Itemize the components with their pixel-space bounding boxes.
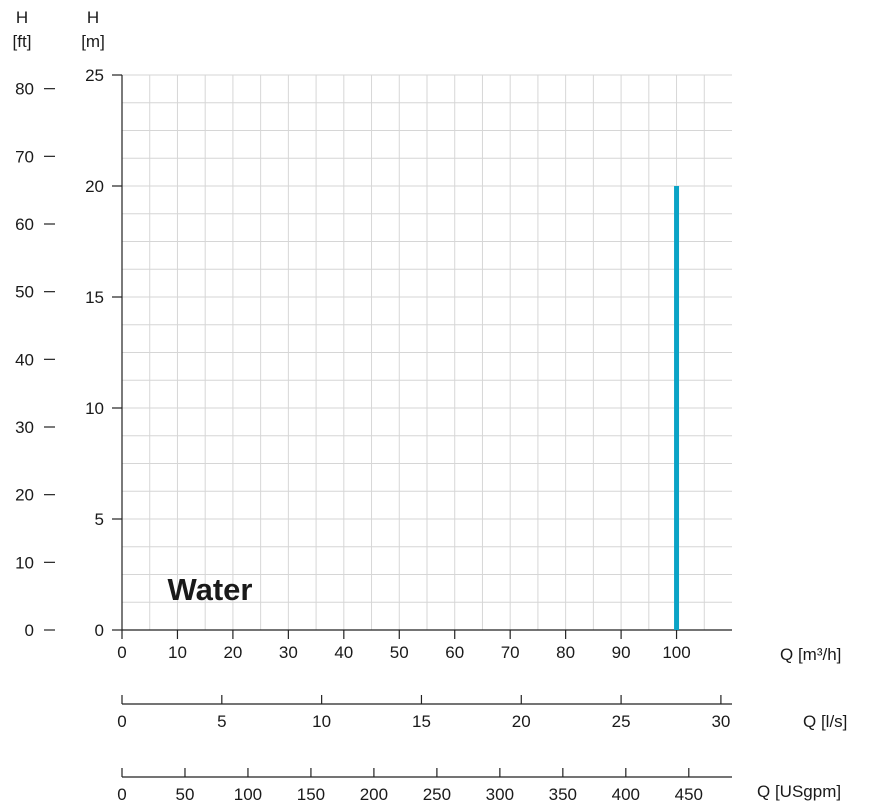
y-ft-tick-label: 50 [15, 283, 34, 302]
y-m-tick-label: 10 [85, 399, 104, 418]
y-ft-tick-label: 40 [15, 350, 34, 369]
x-ls-tick-label: 15 [412, 712, 431, 731]
x-m3h-tick-label: 100 [662, 643, 690, 662]
x-usgpm-tick-label: 400 [612, 785, 640, 803]
grid [122, 74, 732, 630]
x-m3h-tick-label: 50 [390, 643, 409, 662]
y-m-tick-label: 0 [95, 621, 104, 640]
x-ls-tick-label: 10 [312, 712, 331, 731]
x-usgpm-tick-label: 450 [675, 785, 703, 803]
x-usgpm-tick-label: 100 [234, 785, 262, 803]
y-ft-tick-label: 70 [15, 147, 34, 166]
y-ft-tick-label: 80 [15, 80, 34, 99]
x-m3h-tick-label: 90 [612, 643, 631, 662]
y-m-tick-label: 5 [95, 510, 104, 529]
left-m-axis-title: H [87, 8, 99, 27]
x-ls-tick-label: 5 [217, 712, 226, 731]
x-m3h-tick-label: 10 [168, 643, 187, 662]
x-axis-m3h-label: Q [m³/h] [780, 645, 841, 664]
y-ft-tick-label: 10 [15, 553, 34, 572]
x-m3h-tick-label: 40 [334, 643, 353, 662]
y-ft-tick-label: 0 [25, 621, 34, 640]
x-m3h-tick-label: 80 [556, 643, 575, 662]
water-annotation: Water [168, 572, 253, 607]
x-m3h-tick-label: 30 [279, 643, 298, 662]
x-m3h-tick-label: 70 [501, 643, 520, 662]
x-usgpm-tick-label: 50 [176, 785, 195, 803]
labels: H [ft] H [m] Q [m³/h] Q [l/s] Q [USgpm] … [13, 8, 848, 801]
y-m-tick-label: 20 [85, 177, 104, 196]
x-usgpm-tick-label: 200 [360, 785, 388, 803]
x-usgpm-tick-label: 150 [297, 785, 325, 803]
x-axis-usgpm-label: Q [USgpm] [757, 782, 841, 801]
x-usgpm-tick-label: 350 [549, 785, 577, 803]
x-usgpm-tick-label: 0 [117, 785, 126, 803]
x-axis-ls-label: Q [l/s] [803, 712, 847, 731]
x-usgpm-tick-label: 300 [486, 785, 514, 803]
x-m3h-tick-label: 60 [445, 643, 464, 662]
x-ls-tick-label: 30 [711, 712, 730, 731]
x-usgpm-tick-label: 250 [423, 785, 451, 803]
y-m-tick-label: 25 [85, 66, 104, 85]
x-ls-tick-label: 20 [512, 712, 531, 731]
x-m3h-tick-label: 20 [223, 643, 242, 662]
x-m3h-tick-label: 0 [117, 643, 126, 662]
left-ft-axis-unit: [ft] [13, 32, 32, 51]
y-ft-tick-label: 60 [15, 215, 34, 234]
y-ft-tick-label: 20 [15, 486, 34, 505]
x-ls-tick-label: 0 [117, 712, 126, 731]
left-ft-axis-title: H [16, 8, 28, 27]
left-m-axis-unit: [m] [81, 32, 105, 51]
y-ft-tick-label: 30 [15, 418, 34, 437]
y-m-tick-label: 15 [85, 288, 104, 307]
x-ls-tick-label: 25 [612, 712, 631, 731]
